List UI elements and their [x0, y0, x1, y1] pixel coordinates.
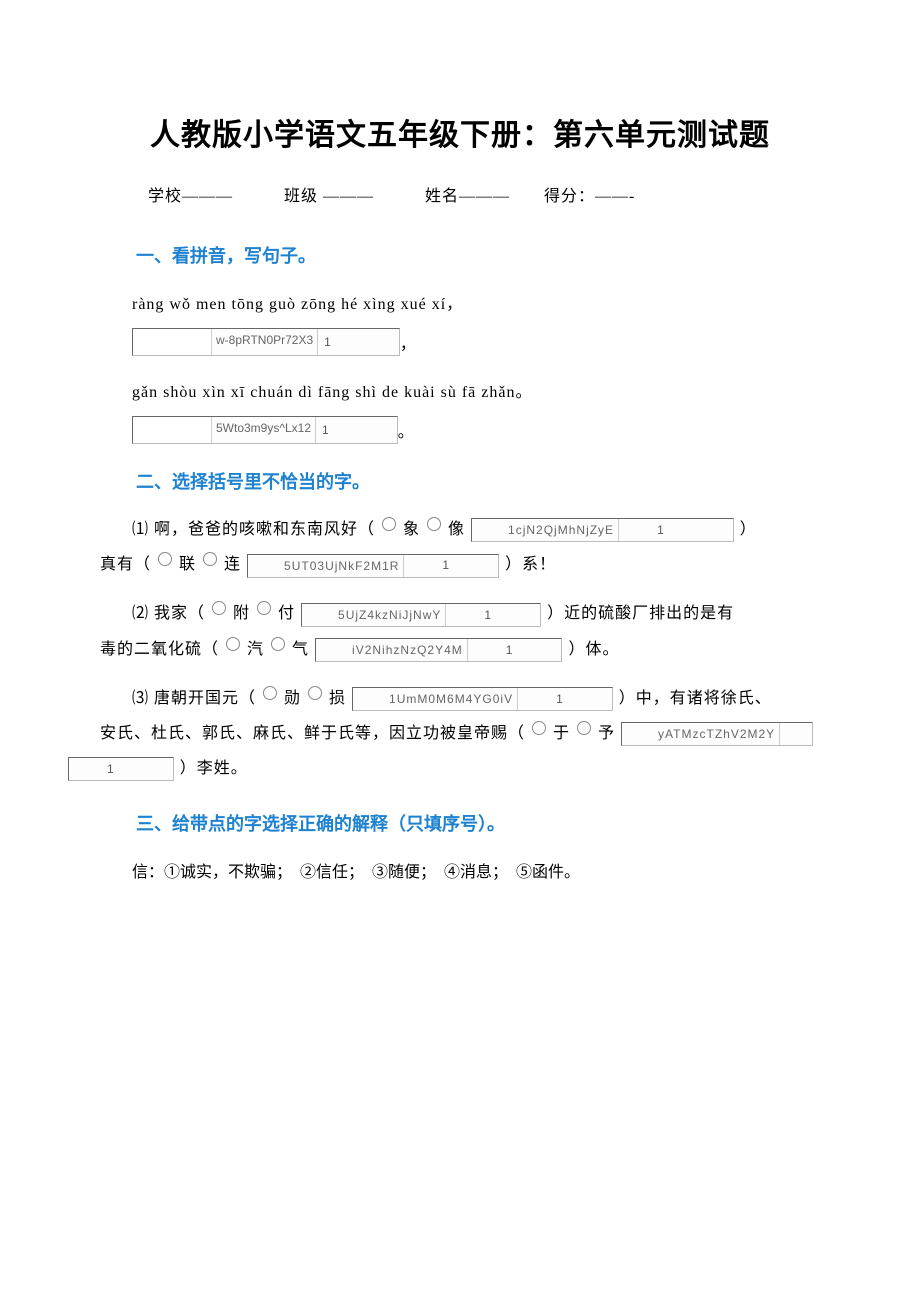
- inline-image-e: 5UjZ4kzNiJjNwY 1: [301, 603, 541, 627]
- inline-image-f: iV2NihzNzQ2Y4M 1: [315, 638, 562, 662]
- img-left-spacer: [133, 329, 212, 355]
- q2-opt1: 附: [233, 605, 250, 622]
- img-num: 1: [404, 552, 458, 578]
- img-code: 5UT03UjNkF2M1R: [248, 555, 404, 577]
- img-tail: [500, 604, 540, 626]
- question-2: ⑵ 我家（ 附 付 5UjZ4kzNiJjNwY 1 ）近的硫酸厂排出的是有 毒…: [100, 596, 820, 666]
- img-left-spacer: [133, 417, 212, 443]
- img-tail: [458, 555, 498, 577]
- img-code: 5Wto3m9ys^Lx12: [212, 417, 316, 443]
- inline-image-d: 5UT03UjNkF2M1R 1: [247, 554, 499, 578]
- q2-opt4: 气: [292, 641, 309, 658]
- inline-image-h: yATMzcTZhV2M2Y: [621, 722, 813, 746]
- img-num: 1: [468, 637, 522, 663]
- img-num: 1: [619, 517, 673, 543]
- radio-icon[interactable]: [226, 637, 240, 651]
- q1-opt2: 像: [448, 521, 465, 538]
- img-code: iV2NihzNzQ2Y4M: [316, 639, 468, 661]
- img-tail: [673, 519, 733, 541]
- q2-text-d: ）体。: [568, 641, 619, 658]
- q2-text-a: ⑵ 我家（: [132, 605, 205, 622]
- q3-text-b: ）中，有诸将徐氏、: [619, 690, 772, 707]
- q3-opt1: 勋: [284, 690, 301, 707]
- q1-text-a: ⑴ 啊，爸爸的咳嗽和东南风好（: [132, 521, 375, 538]
- q3-opt3: 于: [553, 725, 570, 742]
- inline-image-c: 1cjN2QjMhNjZyE 1: [471, 518, 734, 542]
- q3-opt4: 予: [598, 725, 615, 742]
- definition-line: 信：①诚实，不欺骗； ②信任； ③随便； ④消息； ⑤函件。: [100, 858, 820, 882]
- inline-image-h-cont: 1: [68, 757, 174, 781]
- trailing-punct: 。: [398, 418, 414, 442]
- q2-opt2: 付: [278, 605, 295, 622]
- q1-text-d: 真有（: [100, 556, 151, 573]
- question-1: ⑴ 啊，爸爸的咳嗽和东南风好（ 象 像 1cjN2QjMhNjZyE 1 ） 真…: [100, 512, 820, 582]
- radio-icon[interactable]: [577, 721, 591, 735]
- radio-icon[interactable]: [212, 601, 226, 615]
- section-1-heading: 一、看拼音，写句子。: [100, 242, 820, 268]
- radio-icon[interactable]: [203, 552, 217, 566]
- blank-image-1: w-8pRTN0Pr72X3 1: [132, 328, 400, 356]
- radio-icon[interactable]: [308, 686, 322, 700]
- q1-text-e: ）系！: [505, 556, 556, 573]
- header-fill-line: 学校——— 班级 ——— 姓名——— 得分：——-: [100, 182, 820, 206]
- img-num: 1: [446, 602, 500, 628]
- img-num: 1: [69, 756, 123, 782]
- q1-opt4: 连: [224, 556, 241, 573]
- img-tail: [123, 758, 173, 780]
- q1-opt1: 象: [403, 521, 420, 538]
- answer-row-1: w-8pRTN0Pr72X3 1 ，: [132, 328, 820, 356]
- section-2-heading: 二、选择括号里不恰当的字。: [100, 468, 820, 494]
- question-3: ⑶ 唐朝开国元（ 勋 损 1UmM0M6M4YG0iV 1 ）中，有诸将徐氏、 …: [100, 681, 820, 787]
- q2-text-b: ）近的硫酸厂排出的是有: [547, 605, 734, 622]
- img-code: 1cjN2QjMhNjZyE: [472, 519, 619, 541]
- q1-opt3: 联: [179, 556, 196, 573]
- img-num: 1: [316, 423, 337, 437]
- radio-icon[interactable]: [532, 721, 546, 735]
- radio-icon[interactable]: [382, 517, 396, 531]
- page-title: 人教版小学语文五年级下册：第六单元测试题: [100, 110, 820, 154]
- pinyin-line-1: ràng wǒ men tōng guò zōng hé xìng xué xí…: [100, 290, 820, 314]
- q3-text-c: 安氏、杜氏、郭氏、麻氏、鲜于氏等，因立功被皇帝赐（: [100, 725, 525, 742]
- img-code: 5UjZ4kzNiJjNwY: [302, 604, 446, 626]
- q2-opt3: 汽: [247, 641, 264, 658]
- img-tail: [521, 639, 561, 661]
- img-code: 1UmM0M6M4YG0iV: [353, 688, 518, 710]
- blank-image-2: 5Wto3m9ys^Lx12 1: [132, 416, 398, 444]
- q2-text-c: 毒的二氧化硫（: [100, 641, 219, 658]
- q3-text-a: ⑶ 唐朝开国元（: [132, 690, 256, 707]
- radio-icon[interactable]: [271, 637, 285, 651]
- img-tail: [572, 688, 612, 710]
- radio-icon[interactable]: [257, 601, 271, 615]
- radio-icon[interactable]: [427, 517, 441, 531]
- img-num: 1: [518, 686, 572, 712]
- answer-row-2: 5Wto3m9ys^Lx12 1 。: [132, 416, 820, 444]
- inline-image-g: 1UmM0M6M4YG0iV 1: [352, 687, 613, 711]
- img-tail: [337, 417, 397, 443]
- img-code: w-8pRTN0Pr72X3: [212, 329, 318, 355]
- radio-icon[interactable]: [158, 552, 172, 566]
- section-3-heading: 三、给带点的字选择正确的解释（只填序号）。: [100, 810, 820, 836]
- img-code: yATMzcTZhV2M2Y: [622, 723, 780, 745]
- img-tail: [339, 329, 399, 355]
- q3-opt2: 损: [329, 690, 346, 707]
- q1-text-c: ）: [740, 521, 757, 538]
- pinyin-line-2: gǎn shòu xìn xī chuán dì fāng shì de kuà…: [100, 378, 820, 402]
- radio-icon[interactable]: [263, 686, 277, 700]
- img-num: 1: [318, 335, 339, 349]
- trailing-punct: ，: [400, 330, 416, 354]
- q3-text-d: ）李姓。: [180, 760, 248, 777]
